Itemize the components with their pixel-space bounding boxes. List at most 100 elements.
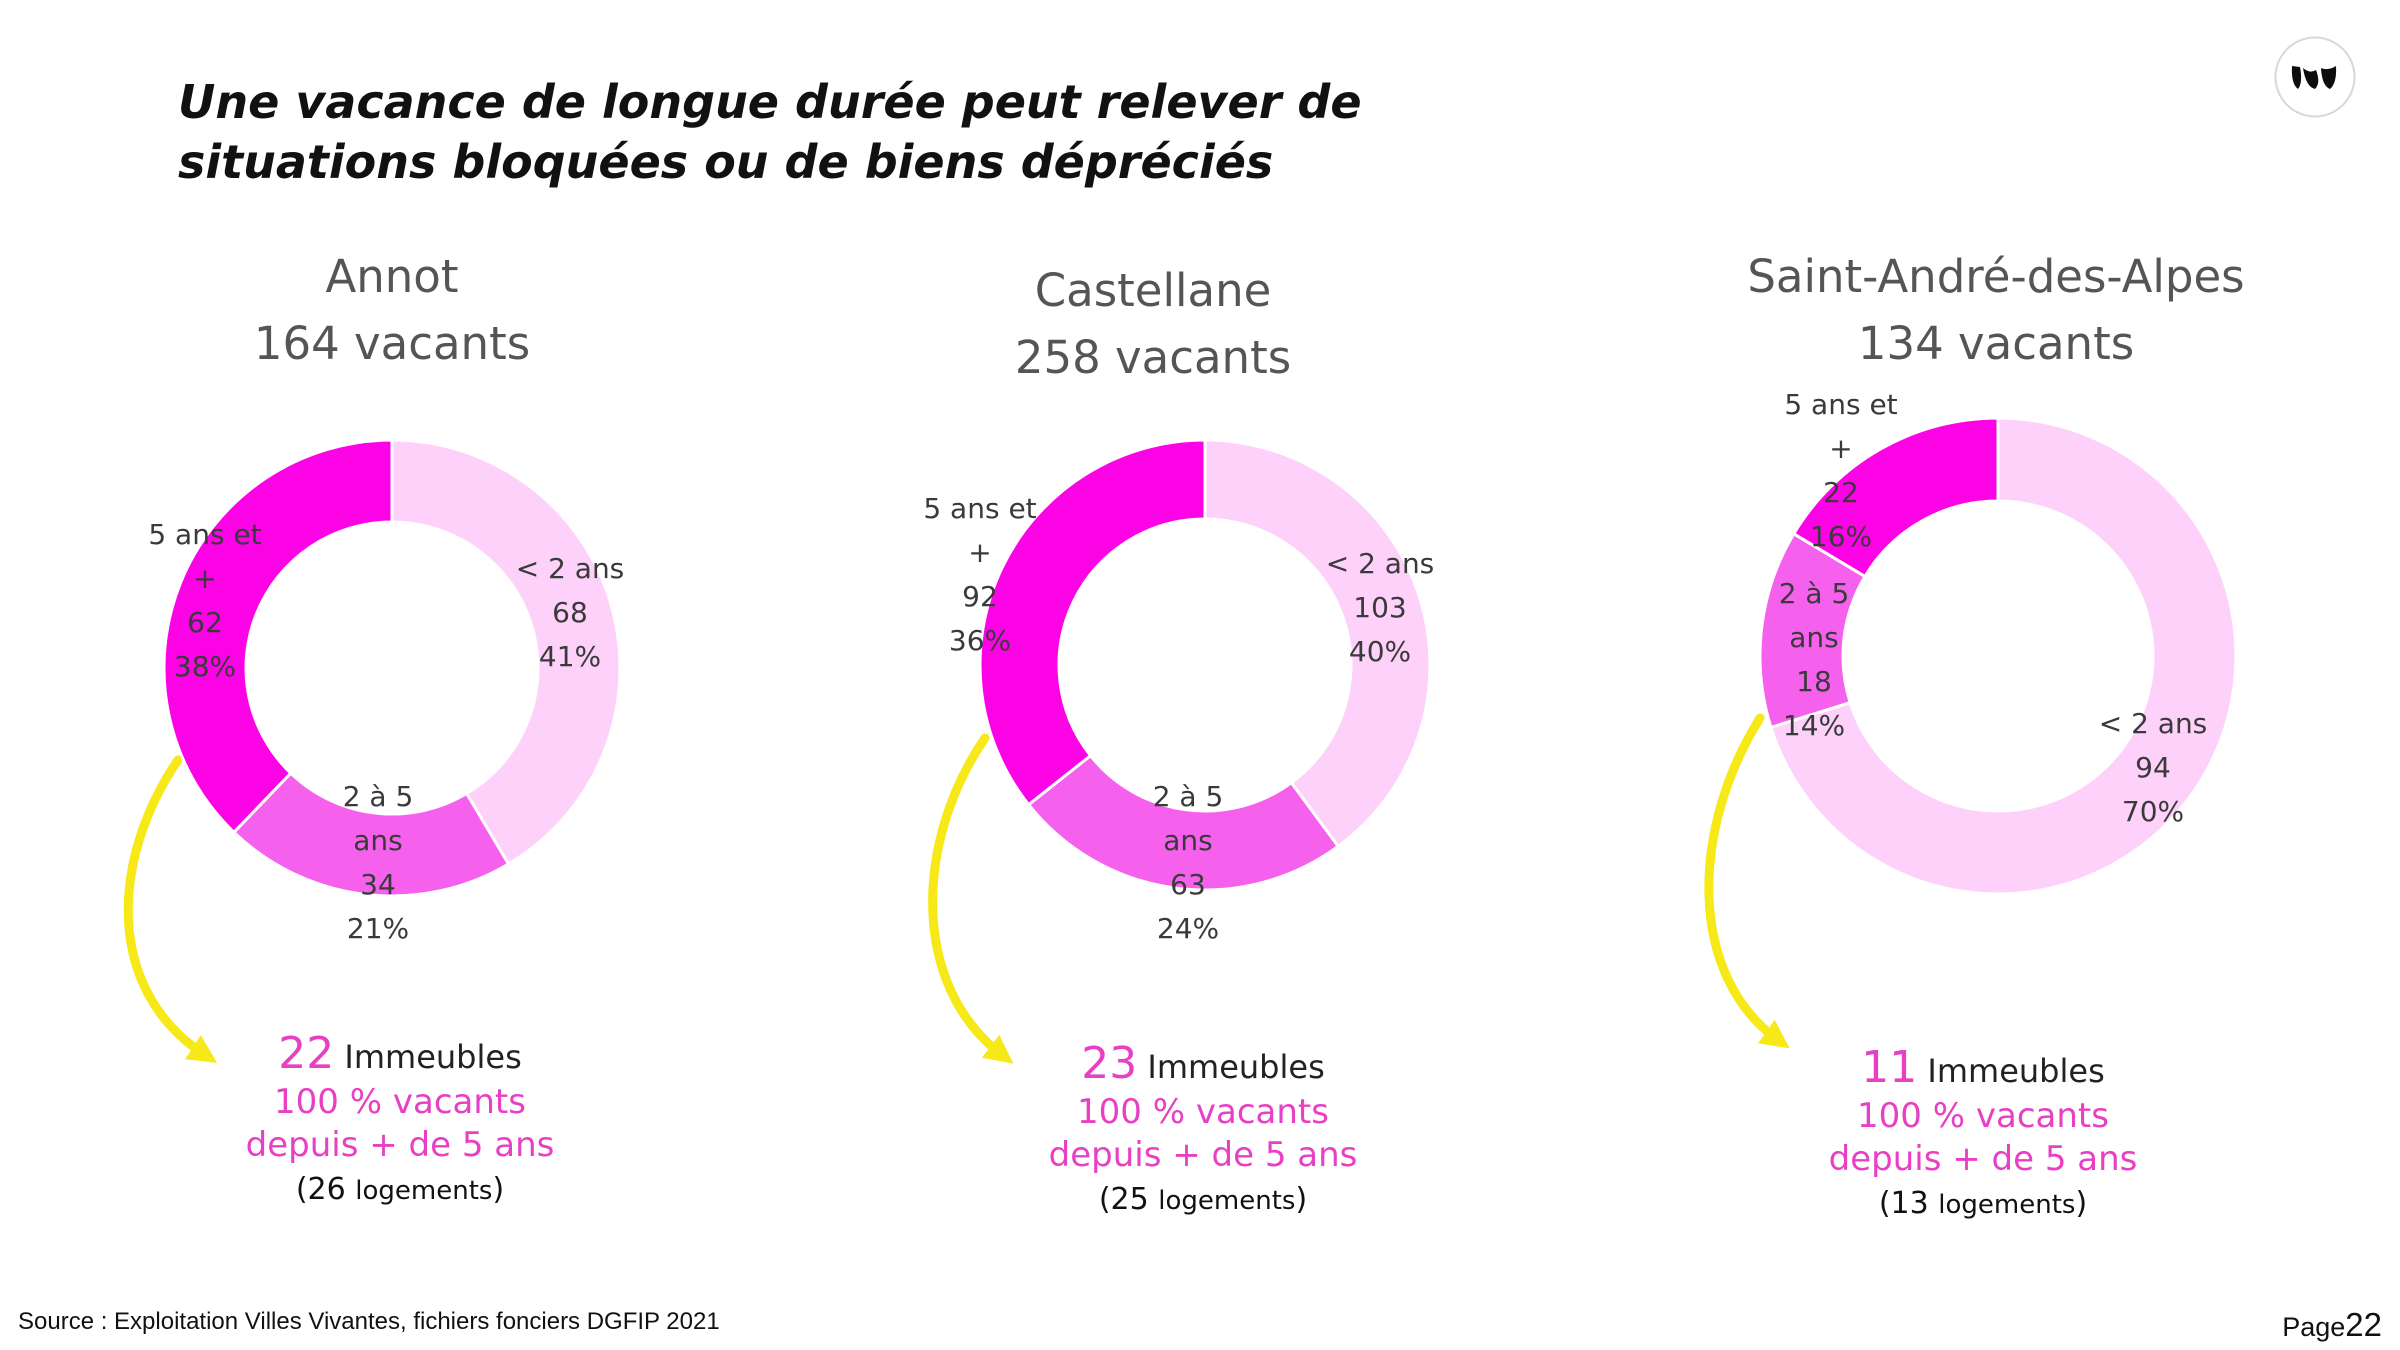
data-label-line: 22 xyxy=(1823,476,1859,509)
city-name: Saint-André-des-Alpes xyxy=(1747,250,2245,303)
callout-arrow-castellane xyxy=(928,733,1014,1064)
summary-vacant-line: 100 % vacants xyxy=(274,1082,526,1122)
logements-word: logements xyxy=(1158,1186,1296,1216)
summary-duration-line: depuis + de 5 ans xyxy=(1828,1139,2138,1179)
city-vacant-total: 134 vacants xyxy=(1857,317,2135,370)
logements-count: (13 xyxy=(1878,1186,1929,1221)
data-label-line: 2 à 5 xyxy=(1153,780,1224,813)
data-label-line: 18 xyxy=(1796,665,1832,698)
data-label-line: 70% xyxy=(2122,795,2184,828)
summary-headline: 23 Immeubles xyxy=(893,1040,1513,1091)
city-header-annot: Annot 164 vacants xyxy=(42,243,742,377)
summary-duration-line: depuis + de 5 ans xyxy=(245,1125,555,1165)
data-label-line: 40% xyxy=(1349,635,1411,668)
data-label-line: 14% xyxy=(1783,709,1845,742)
data-label-line: + xyxy=(968,536,991,569)
data-label-line: 24% xyxy=(1157,912,1219,945)
data-label-line: ans xyxy=(1163,824,1213,857)
logements-word: logements xyxy=(355,1176,493,1206)
data-label-2-a-5-ans: 2 à 5 ans 18 14% xyxy=(1779,577,1850,742)
summary-logements: (13 logements) xyxy=(1673,1181,2293,1228)
summary-vacant-line: 100 % vacants xyxy=(1077,1092,1329,1132)
data-label-lt-2-ans: < 2 ans 103 40% xyxy=(1326,547,1435,668)
donut-slice-5-ans-et-plus xyxy=(162,438,394,835)
data-label-line: 62 xyxy=(187,606,223,639)
city-header-saint-andre: Saint-André-des-Alpes 134 vacants xyxy=(1646,243,2346,377)
logements-count: (26 xyxy=(295,1172,346,1207)
buildings-count: 23 xyxy=(1081,1038,1138,1089)
data-label-line: < 2 ans xyxy=(516,552,625,585)
buildings-count: 22 xyxy=(278,1028,335,1079)
data-label-line: 2 à 5 xyxy=(343,780,414,813)
data-label-5-ans-et-plus: 5 ans et +62 38% xyxy=(148,518,261,683)
city-name: Castellane xyxy=(1034,264,1272,317)
logements-close: ) xyxy=(2075,1186,2088,1221)
city-name: Annot xyxy=(325,250,459,303)
data-label-line: < 2 ans xyxy=(1326,547,1435,580)
summary-headline: 11 Immeubles xyxy=(1673,1044,2293,1095)
logements-count: (25 xyxy=(1098,1182,1149,1217)
page-label: Page xyxy=(2282,1312,2346,1342)
donut-slice-2-a-5-ans xyxy=(1026,753,1341,892)
data-label-line: 103 xyxy=(1353,591,1406,624)
buildings-unit: Immeubles xyxy=(1927,1052,2105,1090)
summary-saint-andre: 11 Immeubles 100 % vacants depuis + de 5… xyxy=(1673,1044,2293,1228)
data-label-line: 21% xyxy=(347,912,409,945)
callout-arrow-annot xyxy=(123,755,218,1063)
data-label-line: ans xyxy=(1789,621,1839,654)
data-label-line: 2 à 5 xyxy=(1779,577,1850,610)
data-label-line: 38% xyxy=(174,650,236,683)
data-label-line: 34 xyxy=(360,868,396,901)
slide-title-line-1: Une vacance de longue durée peut relever… xyxy=(178,75,1362,129)
buildings-unit: Immeubles xyxy=(1147,1048,1325,1086)
summary-headline: 22 Immeubles xyxy=(90,1030,710,1081)
data-label-line: 92 xyxy=(962,580,998,613)
donut-slice-5-ans-et-plus xyxy=(978,438,1207,807)
summary-duration-line: depuis + de 5 ans xyxy=(1048,1135,1358,1175)
page-number: Page22 xyxy=(2282,1306,2382,1344)
buildings-unit: Immeubles xyxy=(344,1038,522,1076)
donut-slice-lt-2-ans xyxy=(1203,438,1432,849)
summary-annot: 22 Immeubles 100 % vacants depuis + de 5… xyxy=(90,1030,710,1214)
data-label-line: 68 xyxy=(552,596,588,629)
data-label-lt-2-ans: < 2 ans 94 70% xyxy=(2099,707,2208,828)
donut-slice-lt-2-ans xyxy=(390,438,622,867)
data-label-line: < 2 ans xyxy=(2099,707,2208,740)
data-label-line: 36% xyxy=(949,624,1011,657)
data-label-5-ans-et-plus: 5 ans et +92 36% xyxy=(923,492,1036,657)
summary-logements: (26 logements) xyxy=(90,1167,710,1214)
brand-logo-icon xyxy=(2274,36,2356,118)
data-label-line: 5 ans et xyxy=(923,492,1036,525)
data-label-2-a-5-ans: 2 à 5 ans 34 21% xyxy=(343,780,414,945)
donut-slice-lt-2-ans xyxy=(1769,416,2238,896)
callout-arrow-saint-andre xyxy=(1704,713,1790,1049)
data-label-line: + xyxy=(193,562,216,595)
logements-close: ) xyxy=(1295,1182,1308,1217)
data-label-5-ans-et-plus: 5 ans et +22 16% xyxy=(1784,388,1897,553)
data-label-line: 5 ans et xyxy=(148,518,261,551)
data-label-line: 5 ans et xyxy=(1784,388,1897,421)
data-label-lt-2-ans: < 2 ans 68 41% xyxy=(516,552,625,673)
data-label-line: 94 xyxy=(2135,751,2171,784)
logements-close: ) xyxy=(492,1172,505,1207)
summary-logements: (25 logements) xyxy=(893,1177,1513,1224)
city-header-castellane: Castellane 258 vacants xyxy=(803,257,1503,391)
data-label-line: ans xyxy=(353,824,403,857)
data-label-line: 16% xyxy=(1810,520,1872,553)
slide-title: Une vacance de longue durée peut relever… xyxy=(178,72,1362,192)
buildings-count: 11 xyxy=(1861,1042,1918,1093)
slide-title-line-2: situations bloquées ou de biens déprécié… xyxy=(178,135,1274,189)
city-vacant-total: 164 vacants xyxy=(253,317,531,370)
logements-word: logements xyxy=(1938,1190,2076,1220)
source-note: Source : Exploitation Villes Vivantes, f… xyxy=(18,1308,720,1335)
summary-castellane: 23 Immeubles 100 % vacants depuis + de 5… xyxy=(893,1040,1513,1224)
summary-vacant-line: 100 % vacants xyxy=(1857,1096,2109,1136)
data-label-2-a-5-ans: 2 à 5 ans 63 24% xyxy=(1153,780,1224,945)
donut-slice-2-a-5-ans xyxy=(231,771,511,898)
page-number-value: 22 xyxy=(2345,1306,2382,1343)
data-label-line: 41% xyxy=(539,640,601,673)
city-vacant-total: 258 vacants xyxy=(1014,331,1292,384)
data-label-line: + xyxy=(1829,432,1852,465)
data-label-line: 63 xyxy=(1170,868,1206,901)
